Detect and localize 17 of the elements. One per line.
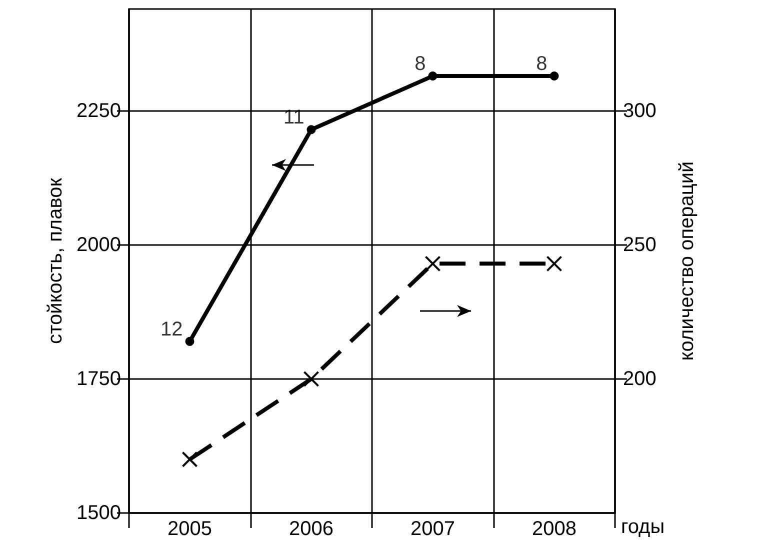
x-axis-title: годы <box>621 516 665 538</box>
y2-axis-title: количество операций <box>676 161 698 361</box>
y-axis-title: стойкость, плавок <box>44 178 67 344</box>
y-tick-label: 1750 <box>76 368 121 390</box>
annotation: 12 <box>160 318 183 340</box>
x-tick-label: 2007 <box>410 518 455 540</box>
y2-tick-label: 250 <box>623 234 656 256</box>
y-tick-label: 1500 <box>76 502 121 524</box>
x-tick-label: 2005 <box>168 518 212 540</box>
x-tick-label: 2006 <box>289 518 334 540</box>
annotation: 8 <box>414 53 426 76</box>
y2-tick-label: 200 <box>623 368 656 390</box>
y-tick-label: 2000 <box>76 234 121 256</box>
x-tick-label: 2008 <box>532 518 576 540</box>
y2-tick-label: 300 <box>623 100 656 122</box>
annotation: 8 <box>536 53 548 76</box>
y-tick-label: 2250 <box>76 100 121 122</box>
